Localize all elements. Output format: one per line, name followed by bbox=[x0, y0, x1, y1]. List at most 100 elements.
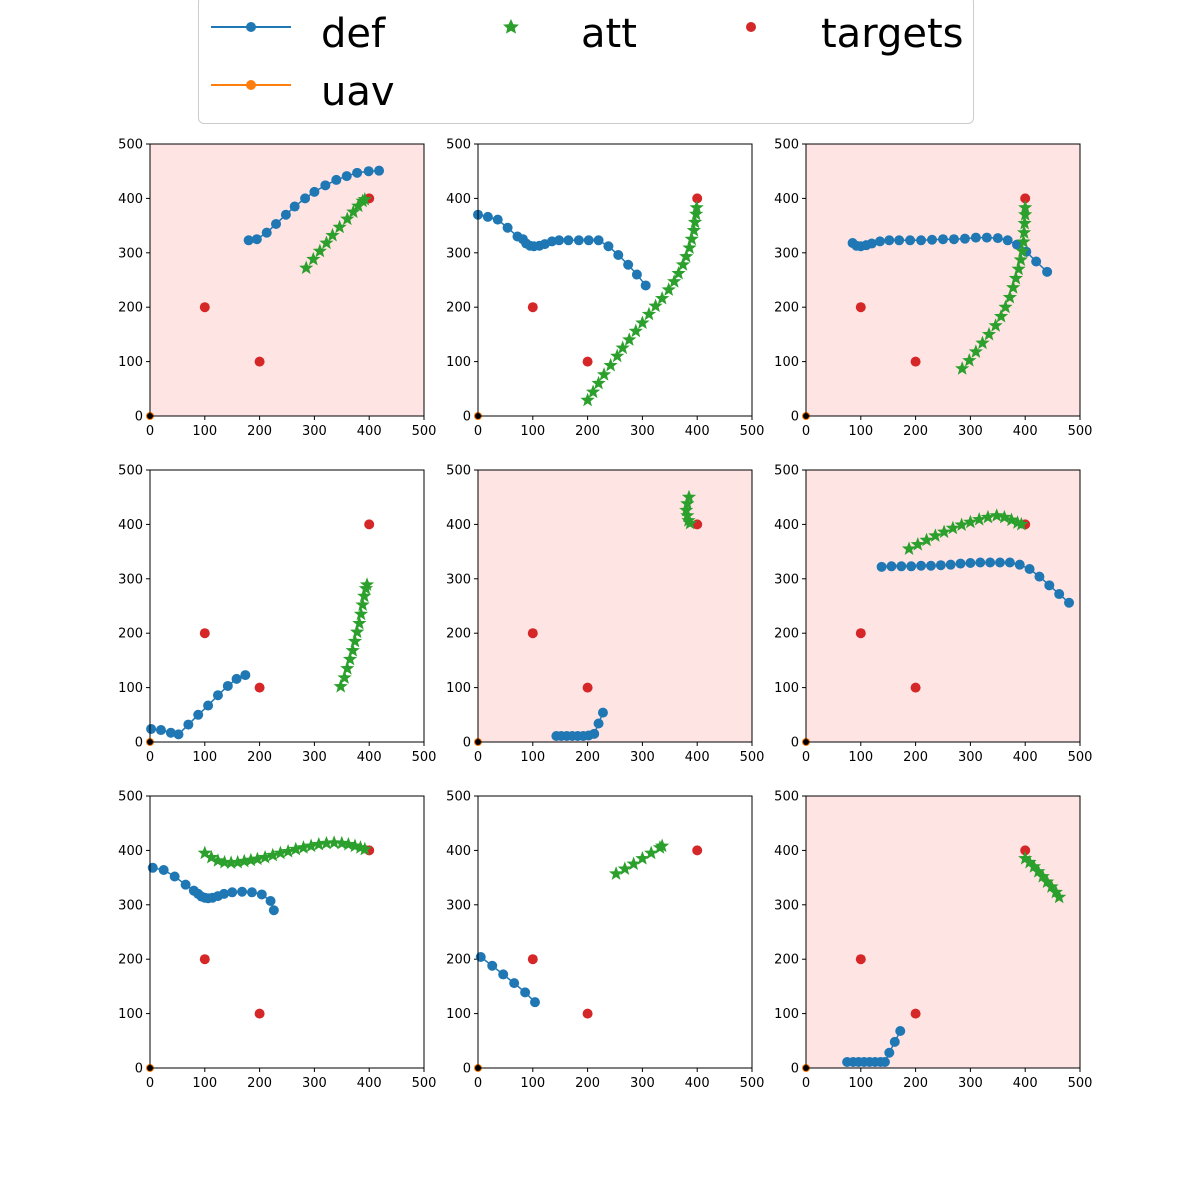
att-point bbox=[626, 856, 641, 871]
subplot-1: 0 100 200 300 400 500 0 100 200 300 400 500 bbox=[118, 138, 436, 440]
legend-entry-targets: targets bbox=[711, 5, 971, 57]
target-point bbox=[254, 356, 265, 367]
att-point bbox=[1039, 874, 1055, 889]
att-point bbox=[1044, 879, 1059, 893]
y-tick-label: 0 bbox=[791, 736, 799, 751]
subplot-4: 0 100 200 300 400 500 0 100 200 300 400 500 bbox=[118, 464, 436, 766]
x-tick-label: 500 bbox=[740, 750, 765, 765]
def-point bbox=[1014, 559, 1025, 570]
plot-frame bbox=[477, 795, 753, 1069]
def-point bbox=[231, 673, 242, 684]
x-tick-label: 300 bbox=[958, 750, 983, 765]
x-tick-label: 300 bbox=[302, 424, 327, 439]
target-point bbox=[199, 302, 210, 313]
att-point bbox=[345, 643, 360, 657]
plot-background bbox=[478, 144, 752, 416]
x-tick-label: 200 bbox=[575, 1076, 600, 1091]
def-point bbox=[959, 233, 970, 244]
def-point bbox=[193, 709, 204, 720]
def-point bbox=[289, 201, 300, 212]
att-point bbox=[603, 357, 618, 372]
def-point bbox=[520, 987, 531, 998]
def-point bbox=[352, 167, 363, 178]
y-tick-label: 200 bbox=[774, 627, 799, 642]
att-point bbox=[580, 392, 595, 407]
x-tick-label: 100 bbox=[520, 750, 545, 765]
def-point bbox=[894, 235, 905, 246]
y-tick-label: 0 bbox=[135, 1062, 143, 1077]
def-point bbox=[889, 1036, 900, 1047]
att-point bbox=[319, 235, 334, 250]
att-point bbox=[1015, 243, 1030, 258]
att-point bbox=[357, 191, 372, 206]
att-point bbox=[945, 520, 960, 535]
y-tick-label: 300 bbox=[118, 898, 143, 913]
x-tick-label: 400 bbox=[1013, 750, 1038, 765]
legend-label-uav: uav bbox=[321, 69, 395, 115]
x-tick-label: 0 bbox=[474, 1076, 482, 1091]
def-point bbox=[271, 218, 282, 229]
att-point bbox=[954, 517, 969, 532]
plot-background bbox=[150, 796, 424, 1068]
att-point bbox=[591, 375, 606, 390]
att-point bbox=[237, 853, 252, 868]
att-point bbox=[679, 249, 694, 263]
att-point bbox=[1016, 225, 1032, 239]
plot-frame bbox=[805, 143, 1081, 417]
def-point bbox=[300, 193, 311, 204]
x-tick-label: 200 bbox=[903, 1076, 928, 1091]
att-point bbox=[1011, 261, 1026, 276]
legend-label-def: def bbox=[321, 11, 386, 57]
x-tick-label: 0 bbox=[802, 424, 810, 439]
x-tick-label: 500 bbox=[1068, 1076, 1093, 1091]
y-tick-label: 200 bbox=[118, 301, 143, 316]
x-tick-label: 0 bbox=[802, 750, 810, 765]
x-tick-label: 200 bbox=[903, 750, 928, 765]
att-point bbox=[1022, 854, 1037, 869]
att-point bbox=[617, 861, 632, 875]
att-point bbox=[689, 200, 704, 214]
def-point bbox=[631, 269, 642, 280]
y-tick-label: 400 bbox=[118, 844, 143, 859]
y-tick-label: 400 bbox=[446, 192, 471, 207]
att-point bbox=[901, 541, 917, 555]
y-tick-label: 300 bbox=[118, 246, 143, 261]
y-tick-label: 200 bbox=[774, 301, 799, 316]
def-point bbox=[320, 180, 331, 191]
def-point bbox=[955, 558, 966, 569]
target-point bbox=[582, 1008, 593, 1019]
def-point bbox=[309, 186, 320, 197]
att-point bbox=[334, 835, 349, 850]
y-tick-label: 0 bbox=[463, 1062, 471, 1077]
def-point bbox=[597, 707, 608, 718]
y-tick-label: 200 bbox=[118, 953, 143, 968]
att-point bbox=[340, 211, 355, 226]
y-tick-label: 500 bbox=[118, 464, 143, 479]
plot-frame bbox=[149, 143, 425, 417]
att-point bbox=[596, 367, 612, 381]
att-point bbox=[296, 840, 311, 854]
plot-frame bbox=[805, 469, 1081, 743]
att-point bbox=[998, 299, 1013, 314]
att-point bbox=[608, 866, 624, 880]
y-tick-label: 100 bbox=[118, 355, 143, 370]
y-tick-label: 0 bbox=[135, 736, 143, 751]
def-point bbox=[876, 561, 887, 572]
y-tick-label: 300 bbox=[118, 572, 143, 587]
def-point bbox=[237, 886, 248, 897]
att-point bbox=[963, 514, 978, 529]
def-point bbox=[374, 165, 385, 176]
att-point bbox=[1016, 234, 1031, 248]
att-point bbox=[681, 513, 696, 527]
def-point bbox=[1024, 564, 1035, 575]
x-tick-label: 500 bbox=[412, 1076, 437, 1091]
att-point bbox=[667, 274, 682, 288]
def-point bbox=[593, 235, 604, 246]
att-point bbox=[197, 845, 212, 860]
y-tick-label: 100 bbox=[774, 1007, 799, 1022]
def-point bbox=[509, 978, 520, 989]
y-tick-label: 200 bbox=[446, 301, 471, 316]
legend-entry-att: att bbox=[471, 5, 701, 57]
def-point bbox=[502, 222, 513, 233]
x-tick-label: 300 bbox=[630, 424, 655, 439]
